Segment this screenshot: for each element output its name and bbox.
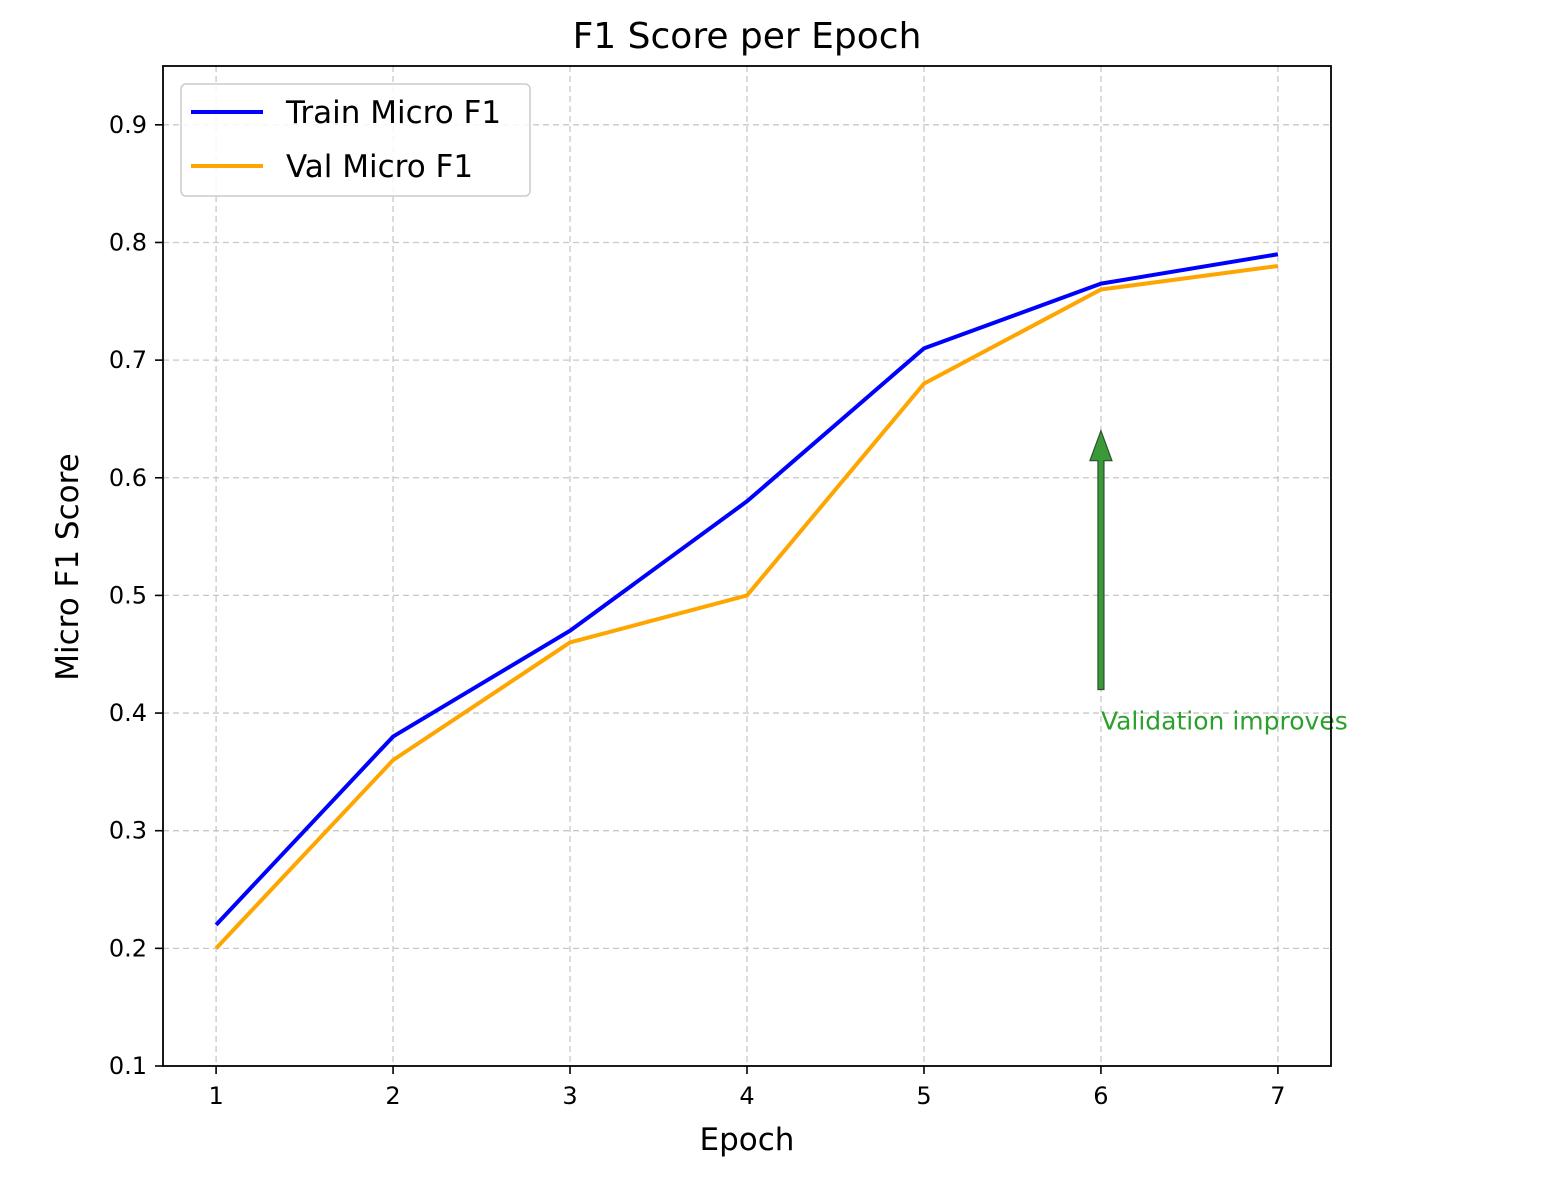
legend-label-0: Train Micro F1	[285, 95, 501, 131]
y-tick-label: 0.4	[109, 699, 147, 727]
x-axis-label: Epoch	[700, 1122, 795, 1158]
x-tick-label: 4	[739, 1082, 754, 1110]
y-axis-label: Micro F1 Score	[50, 453, 86, 681]
x-tick-label: 5	[916, 1082, 931, 1110]
x-tick-label: 2	[385, 1082, 400, 1110]
x-tick-label: 3	[562, 1082, 577, 1110]
chart-title: F1 Score per Epoch	[573, 16, 922, 57]
y-tick-label: 0.5	[109, 581, 147, 609]
series-line-1	[214, 264, 1279, 950]
annotation: Validation improves	[1089, 428, 1348, 736]
annotation-text: Validation improves	[1101, 707, 1348, 736]
y-tick-label: 0.7	[109, 346, 147, 374]
series-line-0	[214, 252, 1279, 927]
y-tick-label: 0.1	[109, 1052, 147, 1080]
y-tick-label: 0.6	[109, 464, 147, 492]
x-tick-label: 7	[1270, 1082, 1285, 1110]
x-tick-label: 6	[1093, 1082, 1108, 1110]
legend-box	[180, 83, 531, 197]
x-tick-label: 1	[208, 1082, 223, 1110]
legend: Train Micro F1 Val Micro F1	[180, 83, 531, 197]
grid	[163, 66, 1331, 1066]
y-tick-label: 0.3	[109, 817, 147, 845]
axis-ticks: 1 2 3 4 5 6 7 0.1 0.2 0.3 0.4 0.5 0.6 0.7 0.8 0.9	[109, 111, 1286, 1110]
annotation-arrow	[1089, 428, 1113, 691]
series-lines	[214, 252, 1279, 950]
y-tick-label: 0.9	[109, 111, 147, 139]
y-tick-label: 0.8	[109, 228, 147, 256]
y-tick-label: 0.2	[109, 934, 147, 962]
legend-label-1: Val Micro F1	[286, 149, 473, 185]
